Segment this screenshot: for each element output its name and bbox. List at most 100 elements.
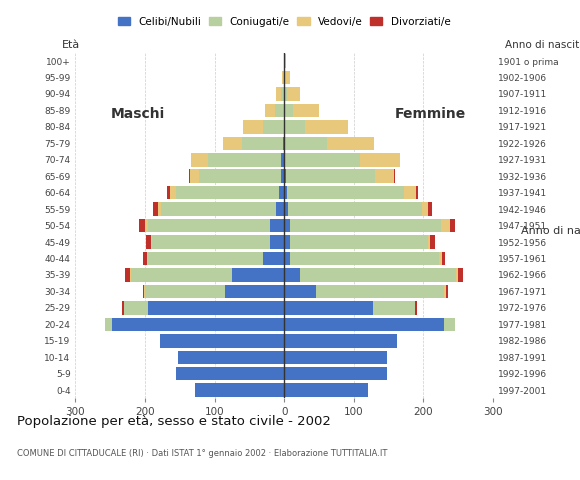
Bar: [327, 137, 374, 150]
Bar: [275, 104, 284, 117]
Bar: [167, 186, 170, 199]
Bar: [145, 219, 148, 232]
Legend: Celibi/Nubili, Coniugati/e, Vedovi/e, Divorziati/e: Celibi/Nubili, Coniugati/e, Vedovi/e, Di…: [114, 12, 455, 31]
Bar: [143, 252, 147, 265]
Bar: [283, 137, 284, 150]
Bar: [430, 235, 434, 249]
Bar: [148, 252, 263, 265]
Bar: [375, 169, 394, 183]
Bar: [198, 169, 281, 183]
Bar: [276, 87, 281, 101]
Bar: [146, 235, 151, 249]
Bar: [285, 153, 360, 167]
Bar: [122, 301, 124, 314]
Bar: [145, 285, 225, 298]
Bar: [427, 235, 430, 249]
Bar: [282, 71, 284, 84]
Bar: [281, 153, 284, 167]
Bar: [305, 120, 348, 133]
Bar: [427, 203, 432, 216]
Bar: [223, 137, 242, 150]
Bar: [278, 186, 284, 199]
Bar: [442, 252, 445, 265]
Bar: [104, 318, 111, 331]
Text: Età: Età: [61, 39, 79, 49]
Bar: [270, 219, 284, 232]
Bar: [290, 252, 440, 265]
Bar: [458, 268, 463, 282]
Bar: [284, 350, 387, 364]
Bar: [284, 384, 368, 397]
Bar: [189, 169, 190, 183]
Bar: [284, 153, 285, 167]
Bar: [131, 268, 232, 282]
Bar: [170, 186, 176, 199]
Bar: [290, 235, 427, 249]
Bar: [456, 268, 458, 282]
Bar: [284, 137, 285, 150]
Bar: [179, 350, 284, 364]
Bar: [158, 203, 161, 216]
Bar: [292, 104, 319, 117]
Bar: [284, 71, 285, 84]
Bar: [287, 186, 404, 199]
Bar: [284, 285, 316, 298]
Bar: [242, 137, 283, 150]
Bar: [151, 235, 152, 249]
Bar: [360, 153, 400, 167]
Bar: [394, 169, 395, 183]
Text: Femmine: Femmine: [395, 107, 466, 120]
Bar: [263, 252, 284, 265]
Bar: [143, 285, 144, 298]
Bar: [416, 186, 418, 199]
Bar: [284, 54, 285, 68]
Bar: [299, 268, 456, 282]
Bar: [284, 219, 290, 232]
Bar: [450, 219, 455, 232]
Bar: [147, 252, 148, 265]
Bar: [276, 203, 284, 216]
Bar: [176, 186, 278, 199]
Bar: [195, 384, 284, 397]
Bar: [287, 87, 299, 101]
Bar: [374, 301, 415, 314]
Bar: [153, 203, 158, 216]
Bar: [225, 285, 284, 298]
Bar: [284, 104, 292, 117]
Bar: [148, 219, 270, 232]
Bar: [232, 268, 284, 282]
Bar: [284, 235, 290, 249]
Bar: [284, 87, 287, 101]
Bar: [290, 219, 441, 232]
Bar: [284, 252, 290, 265]
Bar: [243, 120, 263, 133]
Y-axis label: Anno di nascita: Anno di nascita: [521, 226, 580, 236]
Bar: [281, 169, 284, 183]
Bar: [125, 268, 130, 282]
Bar: [160, 334, 284, 348]
Bar: [144, 285, 145, 298]
Bar: [148, 301, 284, 314]
Bar: [404, 186, 416, 199]
Bar: [444, 285, 445, 298]
Bar: [130, 268, 131, 282]
Bar: [422, 203, 427, 216]
Bar: [288, 203, 422, 216]
Bar: [124, 301, 148, 314]
Bar: [208, 153, 281, 167]
Bar: [285, 71, 290, 84]
Bar: [111, 318, 284, 331]
Text: Popolazione per età, sesso e stato civile - 2002: Popolazione per età, sesso e stato civil…: [17, 415, 331, 428]
Bar: [284, 301, 374, 314]
Bar: [316, 285, 444, 298]
Bar: [284, 318, 444, 331]
Bar: [191, 153, 208, 167]
Bar: [285, 169, 375, 183]
Bar: [285, 137, 327, 150]
Bar: [440, 252, 442, 265]
Bar: [152, 235, 270, 249]
Bar: [190, 169, 198, 183]
Bar: [161, 203, 276, 216]
Bar: [284, 186, 287, 199]
Text: COMUNE DI CITTADUCALE (RI) · Dati ISTAT 1° gennaio 2002 · Elaborazione TUTTITALI: COMUNE DI CITTADUCALE (RI) · Dati ISTAT …: [17, 449, 388, 458]
